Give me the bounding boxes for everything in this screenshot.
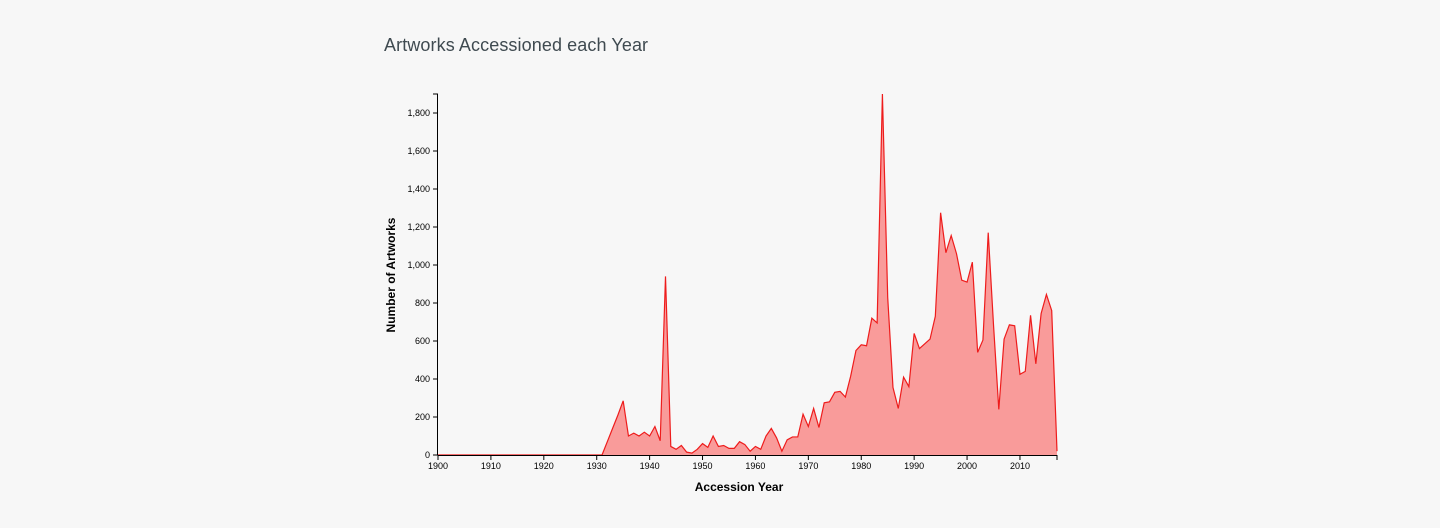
y-axis-line <box>433 93 438 456</box>
y-tick-label: 1,400 <box>407 184 430 194</box>
x-tick-label: 1970 <box>798 461 818 471</box>
y-axis-title: Number of Artworks <box>384 217 398 332</box>
x-tick-label: 1950 <box>693 461 713 471</box>
x-tick-label: 1980 <box>851 461 871 471</box>
plot-area <box>438 93 1058 456</box>
x-axis-title: Accession Year <box>695 480 784 494</box>
y-tick-label: 800 <box>415 298 430 308</box>
y-tick-label: 1,800 <box>407 108 430 118</box>
area-fill <box>438 94 1057 455</box>
x-axis-line <box>437 455 1058 460</box>
y-tick-label: 1,200 <box>407 222 430 232</box>
x-tick-label: 2000 <box>957 461 977 471</box>
x-axis: 1900 1910 1920 1930 1940 1950 1960 1970 1980 1990… <box>428 455 1058 471</box>
x-tick-label: 1960 <box>745 461 765 471</box>
x-tick-label: 1940 <box>640 461 660 471</box>
y-tick-label: 200 <box>415 412 430 422</box>
y-tick-label: 0 <box>425 450 430 460</box>
y-tick-label: 1,600 <box>407 146 430 156</box>
x-tick-label: 1920 <box>534 461 554 471</box>
y-axis: 0 200 400 600 800 1,000 1,200 1,400 1,600 1,800 <box>407 93 438 460</box>
y-tick-label: 400 <box>415 374 430 384</box>
x-tick-label: 1910 <box>481 461 501 471</box>
y-tick-label: 1,000 <box>407 260 430 270</box>
x-tick-label: 1990 <box>904 461 924 471</box>
y-tick-label: 600 <box>415 336 430 346</box>
x-tick-label: 2010 <box>1010 461 1030 471</box>
chart-title: Artworks Accessioned each Year <box>384 35 649 55</box>
x-tick-label: 1930 <box>587 461 607 471</box>
x-tick-label: 1900 <box>428 461 448 471</box>
